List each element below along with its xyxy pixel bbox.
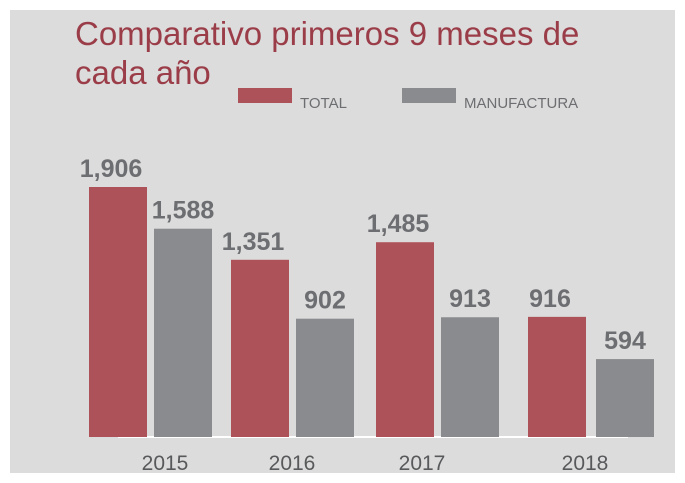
bar: [596, 359, 654, 437]
legend-label: MANUFACTURA: [464, 95, 578, 112]
legend-label: TOTAL: [300, 95, 347, 112]
data-label: 594: [604, 327, 646, 355]
data-label: 1,485: [367, 210, 430, 238]
legend-swatch: [238, 88, 292, 103]
chart-title: Comparativo primeros 9 meses de: [75, 15, 579, 52]
data-label: 1,588: [152, 197, 215, 225]
bar: [296, 318, 354, 437]
x-tick-label: 2015: [142, 452, 189, 475]
data-label: 902: [304, 287, 346, 315]
bar: [231, 259, 289, 437]
bar: [441, 317, 499, 437]
bar: [89, 187, 147, 437]
legend-swatch: [402, 88, 456, 103]
bar: [376, 242, 434, 437]
bar: [528, 316, 586, 437]
chart-title: cada año: [75, 54, 211, 91]
x-tick-label: 2017: [399, 452, 446, 475]
data-label: 1,906: [80, 155, 143, 183]
bar: [154, 228, 212, 437]
x-tick-label: 2018: [562, 452, 609, 475]
x-tick-label: 2016: [269, 452, 316, 475]
data-label: 913: [449, 285, 491, 313]
data-label: 916: [529, 285, 571, 313]
data-label: 1,351: [222, 228, 285, 256]
